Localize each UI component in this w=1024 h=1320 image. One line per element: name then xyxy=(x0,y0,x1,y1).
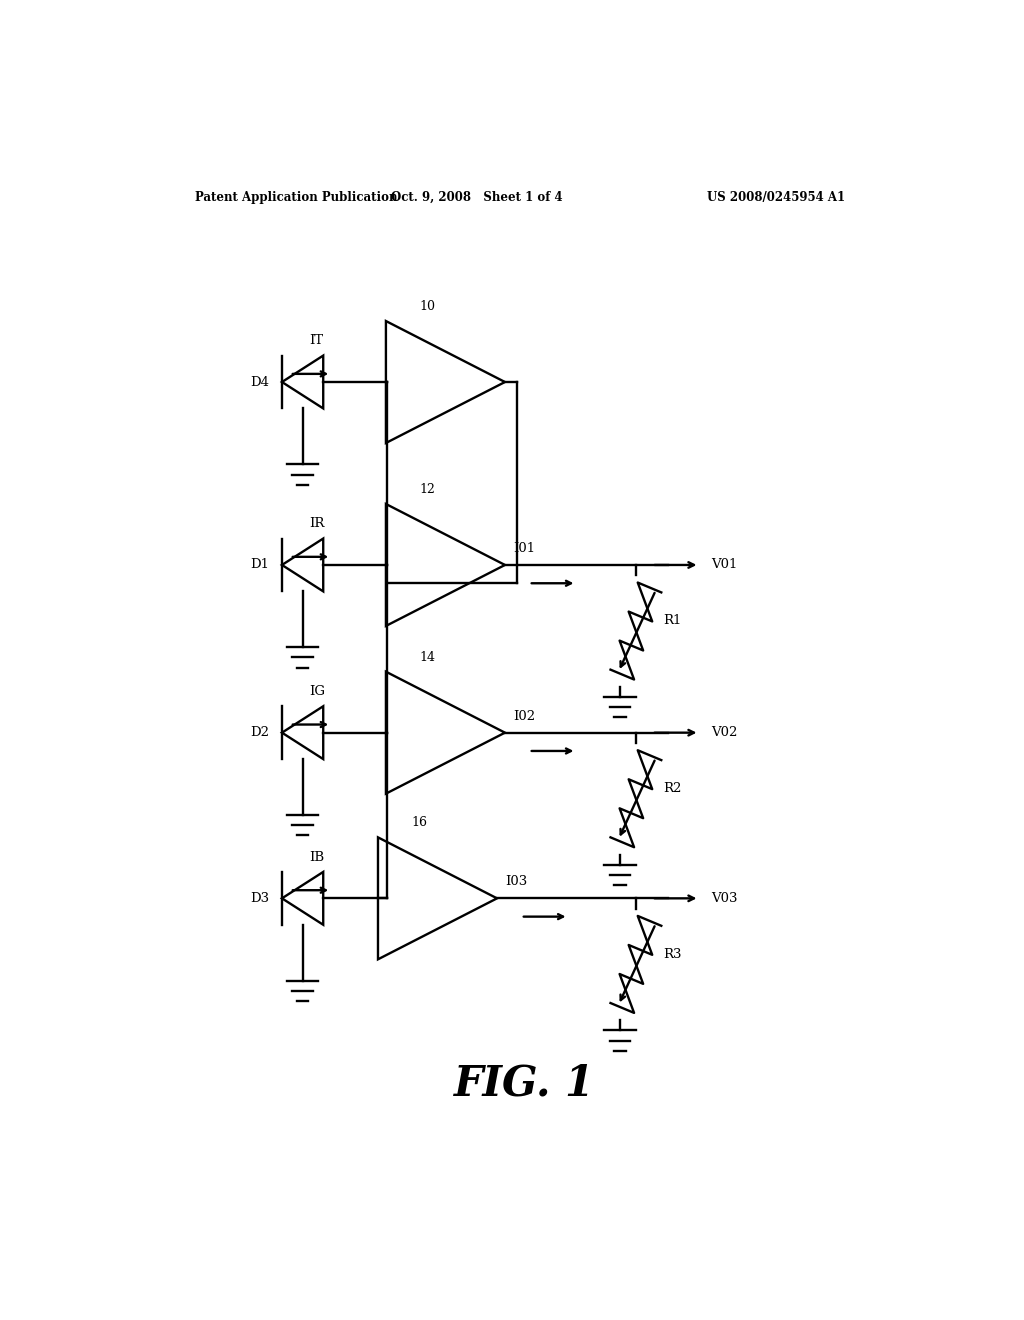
Text: FIG. 1: FIG. 1 xyxy=(455,1063,595,1105)
Text: V01: V01 xyxy=(712,558,737,572)
Text: IR: IR xyxy=(309,517,325,531)
Text: D1: D1 xyxy=(250,558,269,572)
Text: US 2008/0245954 A1: US 2008/0245954 A1 xyxy=(708,190,846,203)
Text: R1: R1 xyxy=(664,614,682,627)
Text: 16: 16 xyxy=(412,816,428,829)
Text: 12: 12 xyxy=(420,483,435,496)
Text: V03: V03 xyxy=(712,892,738,904)
Text: IB: IB xyxy=(309,851,324,863)
Text: IT: IT xyxy=(309,334,323,347)
Text: 10: 10 xyxy=(420,300,435,313)
Text: D3: D3 xyxy=(250,892,269,904)
Text: I01: I01 xyxy=(513,541,535,554)
Text: I02: I02 xyxy=(513,710,535,722)
Text: R3: R3 xyxy=(664,948,682,961)
Text: 14: 14 xyxy=(420,651,435,664)
Text: Patent Application Publication: Patent Application Publication xyxy=(196,190,398,203)
Text: D2: D2 xyxy=(250,726,269,739)
Text: I03: I03 xyxy=(505,875,527,888)
Text: V02: V02 xyxy=(712,726,737,739)
Text: R2: R2 xyxy=(664,781,682,795)
Text: IG: IG xyxy=(309,685,325,698)
Text: Oct. 9, 2008   Sheet 1 of 4: Oct. 9, 2008 Sheet 1 of 4 xyxy=(391,190,563,203)
Text: D4: D4 xyxy=(250,375,269,388)
